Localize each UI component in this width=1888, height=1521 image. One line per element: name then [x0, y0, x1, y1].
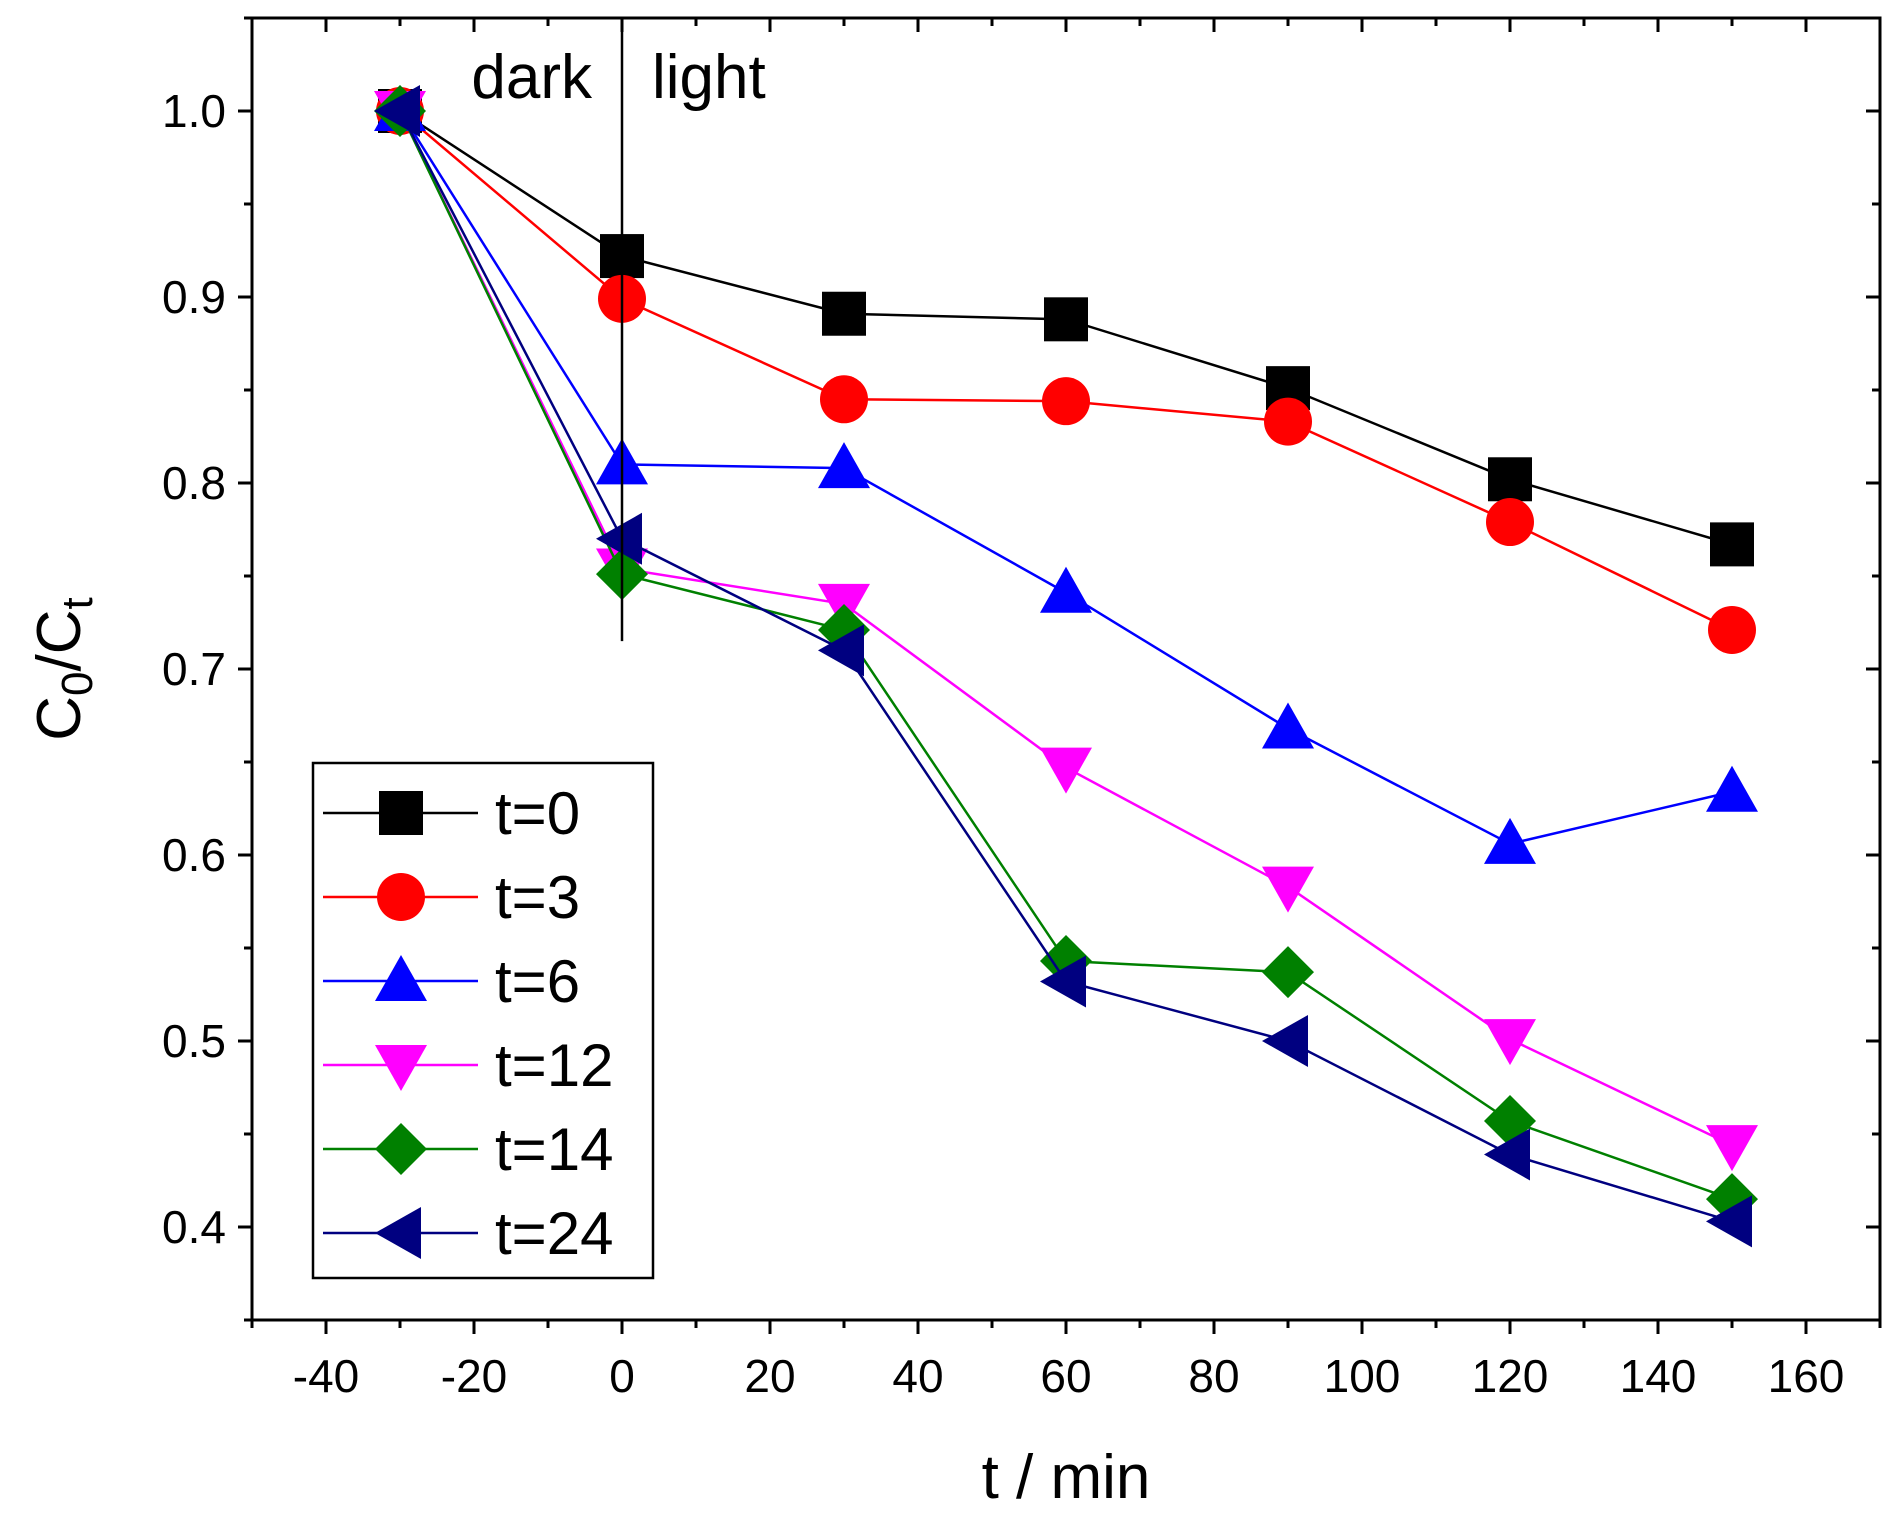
data-point [596, 512, 642, 565]
legend-box [311, 761, 655, 1280]
x-tick-label: 40 [892, 1350, 943, 1402]
data-point [1042, 377, 1090, 426]
legend-item: t=12 [323, 1032, 613, 1099]
x-tick-label: 80 [1188, 1350, 1239, 1402]
data-point [1484, 1128, 1530, 1181]
y-axis-title-c: C [25, 696, 94, 741]
legend-item: t=0 [323, 780, 580, 847]
legend-label: t=24 [495, 1200, 613, 1267]
x-tick-label: 0 [609, 1350, 635, 1402]
dark-label: dark [471, 43, 593, 112]
series-layer [374, 85, 1758, 1248]
x-tick-label: 60 [1040, 1350, 1091, 1402]
data-point [1710, 522, 1754, 567]
data-point [1706, 1195, 1752, 1248]
y-axis-title-slash: /C [25, 609, 94, 671]
legend-marker [375, 1123, 427, 1175]
data-point [1262, 1015, 1308, 1067]
data-point [1264, 397, 1312, 446]
legend-marker [375, 1207, 421, 1259]
x-tick-label: 20 [744, 1350, 795, 1402]
legend-label: t=6 [495, 948, 580, 1015]
y-tick-label: 0.7 [162, 643, 226, 695]
legend-label: t=0 [495, 780, 580, 847]
y-axis-title-sub1: t [53, 597, 102, 609]
data-point [374, 85, 420, 137]
data-point [1040, 566, 1092, 613]
y-tick-label: 0.6 [162, 829, 226, 881]
data-point [1706, 765, 1758, 812]
y-tick-label: 0.8 [162, 457, 226, 509]
y-tick-label: 0.5 [162, 1015, 226, 1067]
data-point [818, 442, 870, 489]
x-tick-label: 160 [1768, 1350, 1845, 1402]
data-point [1040, 955, 1086, 1008]
data-point [1706, 1125, 1758, 1172]
x-axis-title: t / min [982, 1443, 1151, 1512]
data-point [1262, 702, 1314, 749]
data-point [1040, 747, 1092, 794]
data-point [1262, 866, 1314, 913]
legend: t=0 t=3 t=6 t=12 t=14 t=24 [311, 761, 655, 1280]
y-tick-label: 1.0 [162, 85, 226, 137]
legend-marker [377, 873, 425, 921]
data-point [1044, 297, 1088, 342]
y-axis-title: C0/Ct [25, 597, 102, 741]
legend-item: t=3 [323, 864, 580, 931]
y-axis-title-sub0: 0 [53, 671, 102, 695]
data-point [1262, 946, 1314, 999]
x-tick-label: 120 [1472, 1350, 1549, 1402]
data-point [1484, 817, 1536, 864]
data-point [1488, 457, 1532, 502]
data-point [818, 624, 864, 677]
legend-label: t=12 [495, 1032, 613, 1099]
y-tick-label: 0.9 [162, 271, 226, 323]
data-point [1486, 498, 1534, 547]
data-point [822, 291, 866, 336]
legend-label: t=14 [495, 1116, 613, 1183]
x-tick-label: -20 [441, 1350, 507, 1402]
legend-marker [375, 1045, 427, 1091]
light-label: light [652, 43, 766, 112]
x-tick-label: 140 [1620, 1350, 1697, 1402]
data-point [820, 375, 868, 424]
legend-marker [379, 791, 423, 835]
legend-item: t=14 [323, 1116, 613, 1183]
plot-frame [250, 16, 1882, 1322]
x-tick-label: 100 [1324, 1350, 1401, 1402]
data-point [1484, 1019, 1536, 1066]
data-point [1708, 605, 1756, 654]
y-tick-label: 0.4 [162, 1201, 226, 1253]
legend-item: t=24 [323, 1200, 613, 1267]
legend-item: t=6 [323, 948, 580, 1015]
legend-label: t=3 [495, 864, 580, 931]
x-tick-label: -40 [293, 1350, 359, 1402]
legend-marker [375, 955, 427, 1001]
tick-layer: -40 -20 0 20 40 60 80 100 120 140 160 0.4 0.5 0.6 0.7 0… [162, 16, 1882, 1402]
